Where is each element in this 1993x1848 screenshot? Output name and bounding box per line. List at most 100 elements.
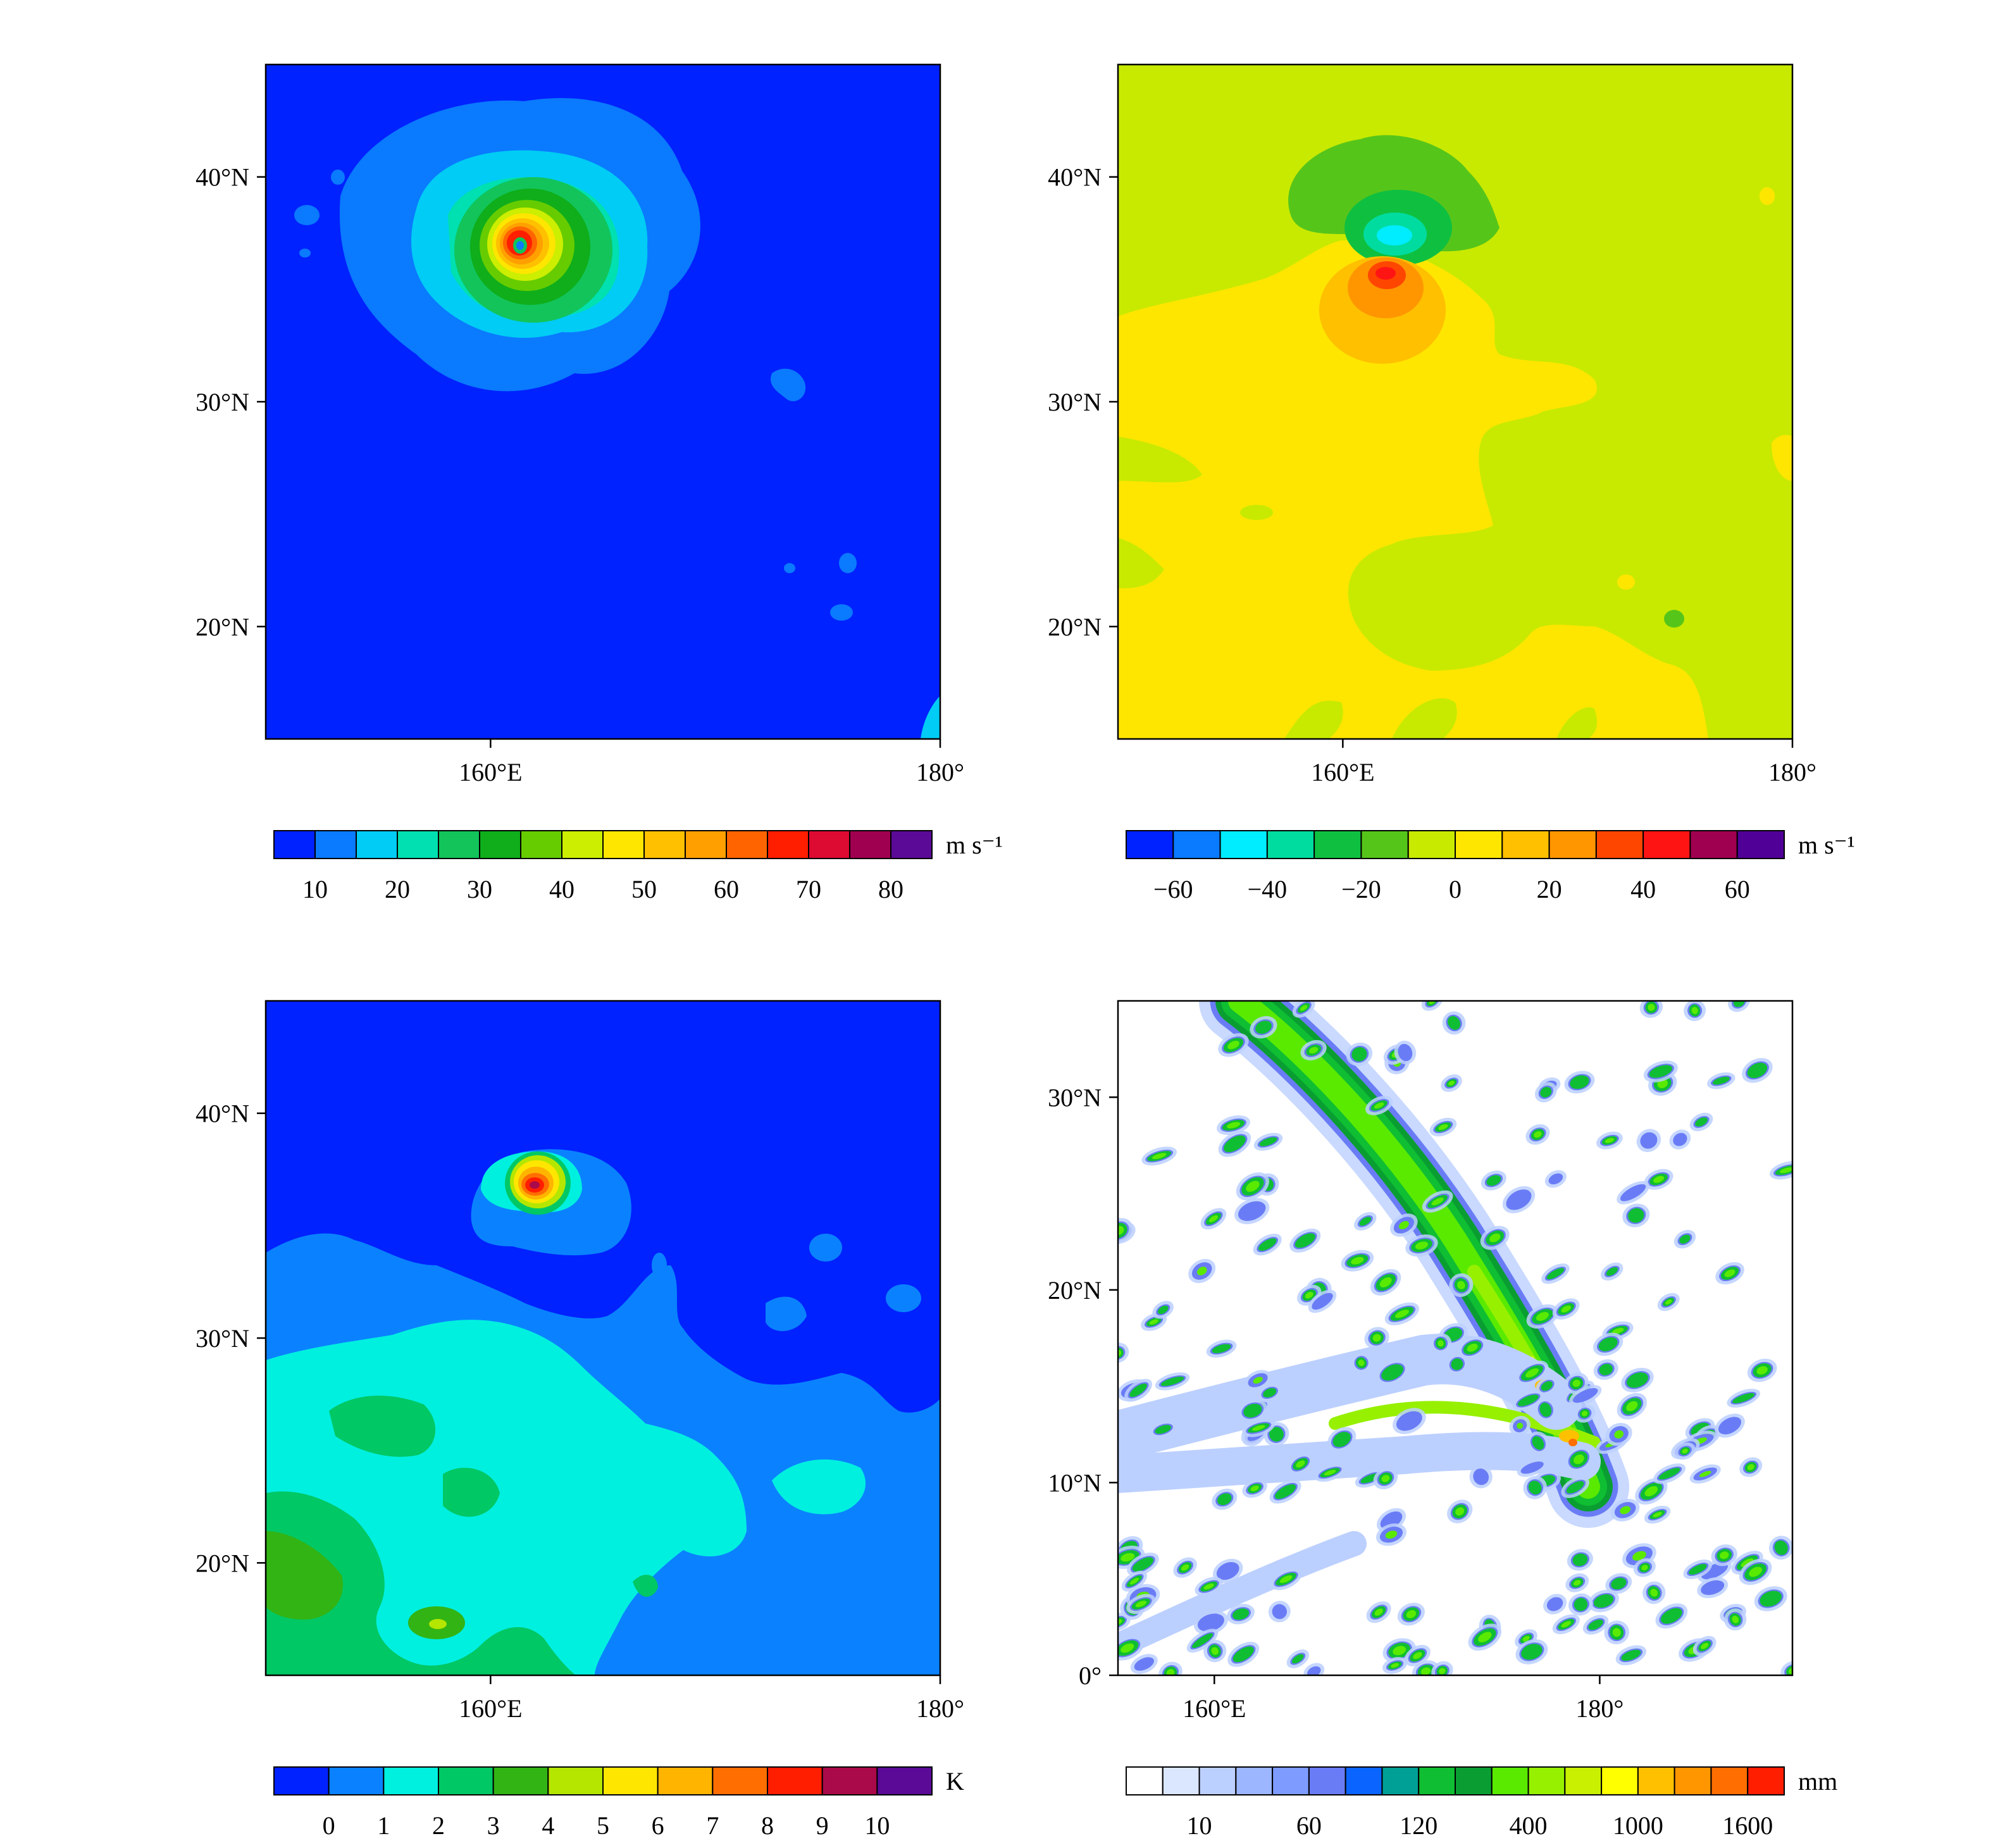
rain-cell: [1480, 1225, 1510, 1250]
panel-c-colorbar-tick-label: 3: [487, 1811, 500, 1840]
rain-cell: [1517, 1458, 1548, 1477]
panel-d-colorbar-swatch: [1126, 1766, 1164, 1795]
rain-cell: [1292, 1001, 1315, 1018]
panel-a-x-tick-label: 180°: [916, 758, 964, 786]
rain-cell: [1697, 1577, 1729, 1599]
rain-cell: [1669, 1129, 1691, 1150]
rain-cell: [1727, 1389, 1760, 1408]
rain-cell: [1617, 1181, 1649, 1205]
panel-b: 160°E 180° 20°N 30°N 40°N −60 −40 −20 0 20 40 60 m …: [1048, 63, 1855, 903]
rain-cell: [1300, 1039, 1327, 1061]
rain-cell: [1253, 1233, 1282, 1256]
rain-cell: [1552, 1298, 1580, 1320]
panel-a-map: [266, 65, 940, 739]
rain-cell: [1127, 1553, 1159, 1577]
panel-b-colorbar-swatch: [1407, 830, 1456, 859]
panel-d-colorbar-swatch: [1601, 1766, 1639, 1795]
rain-cell: [1447, 1499, 1473, 1523]
panel-a-colorbar-tick-label: 30: [467, 875, 492, 903]
rain-cell: [1604, 1620, 1629, 1645]
panel-b-colorbar-unit: m s⁻¹: [1798, 831, 1855, 859]
panel-b-colorbar-swatch: [1172, 830, 1221, 859]
rain-cell: [1149, 1420, 1177, 1439]
rain-cell: [1739, 1558, 1772, 1585]
panel-a-colorbar-swatch: [273, 830, 316, 859]
rain-cell: [1731, 1551, 1763, 1575]
rain-cell: [1384, 1302, 1419, 1325]
panel-a-colorbar: 10 20 30 40 50 60 70 80 m s⁻¹: [273, 830, 1003, 903]
rain-cell: [1552, 1614, 1580, 1635]
rain-cell: [1158, 1661, 1183, 1675]
panel-d-colorbar-swatch: [1308, 1766, 1346, 1795]
rain-cell: [1341, 1250, 1374, 1272]
rain-cell: [1515, 1639, 1548, 1665]
rain-cell: [1615, 1645, 1647, 1666]
panel-d-rain-cells: [1118, 1001, 1792, 1675]
rain-cell: [1442, 1011, 1466, 1035]
rain-cell: [1188, 1258, 1216, 1284]
panel-a-colorbar-swatch: [438, 830, 480, 859]
rain-cell: [1642, 1581, 1666, 1604]
rain-cell: [1227, 1604, 1255, 1625]
rain-cell: [1429, 1117, 1457, 1137]
rain-cell: [1250, 1016, 1277, 1039]
panel-a-axes: 160°E 180° 20°N 30°N 40°N: [196, 163, 964, 786]
rain-cell: [1747, 1358, 1777, 1382]
panel-a-colorbar-swatch: [643, 830, 686, 859]
panel-b-colorbar-tick-label: −60: [1153, 875, 1193, 903]
rain-cell: [1404, 1644, 1431, 1666]
panel-c-colorbar-unit: K: [946, 1767, 964, 1795]
rain-cell: [1287, 1453, 1313, 1475]
rain-cell: [1769, 1535, 1792, 1560]
rain-cell: [1124, 1379, 1153, 1402]
panel-b-colorbar-swatch: [1126, 830, 1174, 859]
rain-cell: [1212, 1488, 1238, 1510]
panel-b-colorbar-swatch: [1266, 830, 1315, 859]
panel-a-wind-field: [339, 97, 700, 392]
rain-cell: [1308, 1289, 1337, 1313]
panel-d-y-tick-label: 10°N: [1048, 1468, 1102, 1497]
panel-d-colorbar-tick-label: 60: [1296, 1811, 1322, 1840]
panel-c-colorbar-swatch: [602, 1766, 659, 1795]
panel-b-colorbar-swatch: [1689, 830, 1738, 859]
panel-b-y-tick-label: 40°N: [1048, 163, 1102, 192]
rain-cell: [1431, 1661, 1453, 1675]
panel-d-colorbar-tick-label: 10: [1187, 1811, 1212, 1840]
panel-a-colorbar-unit: m s⁻¹: [946, 831, 1003, 859]
rain-cell: [1141, 1146, 1177, 1166]
rain-cell: [1596, 1131, 1623, 1150]
panel-d-map: [1118, 1001, 1792, 1675]
rain-cell: [1657, 1293, 1680, 1312]
rain-cell: [1636, 1129, 1661, 1152]
rain-cell: [1236, 1172, 1270, 1201]
rain-cell: [1422, 1190, 1453, 1213]
panel-a-y-tick-label: 20°N: [196, 612, 249, 641]
rain-cell: [1269, 1479, 1301, 1504]
rain-cell: [1684, 1001, 1706, 1021]
rain-cell: [1543, 1594, 1567, 1615]
panel-c-colorbar-swatch: [657, 1766, 714, 1795]
rain-cell: [1370, 1268, 1401, 1296]
panel-d-colorbar-tick-label: 1000: [1613, 1811, 1663, 1840]
panel-a-colorbar-swatch: [479, 830, 521, 859]
rain-cell: [1683, 1559, 1713, 1580]
panel-a-colorbar-tick-label: 20: [385, 875, 410, 903]
rain-cell: [1536, 1376, 1558, 1396]
panel-b-colorbar-swatch: [1548, 830, 1597, 859]
rain-cell: [1441, 1074, 1462, 1092]
panel-c-colorbar-tick-label: 6: [652, 1811, 664, 1840]
rain-cell: [1375, 1523, 1407, 1546]
panel-d-colorbar-swatch: [1455, 1766, 1493, 1795]
rain-cell: [1509, 1415, 1531, 1436]
panel-d-colorbar-swatch: [1527, 1766, 1566, 1795]
panel-d-colorbar-swatch: [1491, 1766, 1529, 1795]
rain-cell: [1203, 1639, 1227, 1663]
panel-a-colorbar-tick-label: 60: [714, 875, 739, 903]
panel-c-axes: 160°E 180° 20°N 30°N 40°N: [196, 1100, 964, 1723]
rain-cell: [1286, 1649, 1309, 1668]
rain-cell: [1327, 1427, 1357, 1452]
panel-b-colorbar-tick-label: 0: [1449, 875, 1462, 903]
rain-cell: [1193, 1610, 1228, 1635]
rain-cell: [1724, 1608, 1747, 1631]
